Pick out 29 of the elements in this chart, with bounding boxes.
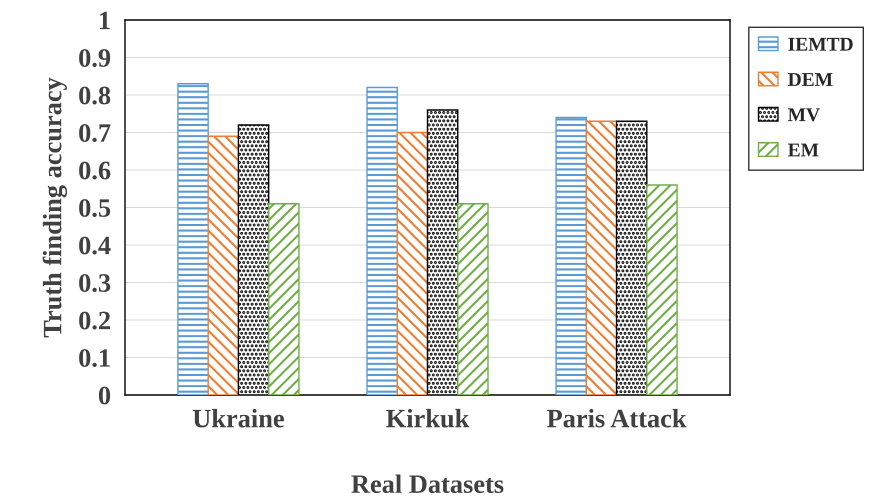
- bar: [268, 203, 300, 395]
- bar: [457, 203, 489, 395]
- y-tick-label: 0.2: [79, 312, 110, 330]
- y-tick-label: 0.6: [79, 162, 110, 180]
- legend-label: EM: [788, 144, 818, 156]
- y-tick-label: 0.3: [79, 274, 110, 292]
- bar: [177, 83, 209, 395]
- bar: [555, 116, 588, 395]
- legend-label: DEM: [788, 73, 832, 86]
- x-tick-label: Ukraine: [192, 408, 284, 428]
- x-tick-label: Paris Attack: [547, 408, 687, 428]
- y-axis-title: Truth finding accuracy: [42, 78, 68, 338]
- y-tick-label: 0.4: [79, 236, 111, 255]
- y-tick-label: 0.7: [79, 124, 110, 142]
- y-tick-label: 0: [98, 386, 110, 404]
- x-axis-title: Real Datasets: [351, 474, 504, 494]
- bar: [646, 184, 678, 395]
- y-tick-label: 1: [100, 12, 110, 30]
- bar: [396, 132, 428, 395]
- bar: [366, 86, 398, 395]
- legend-label: MV: [788, 108, 820, 122]
- y-tick-label: 0.8: [79, 86, 110, 105]
- y-tick-label: 0.9: [79, 49, 110, 68]
- bar: [586, 120, 618, 395]
- y-tick-label: 0.1: [79, 349, 110, 368]
- y-tick-label: 0.5: [79, 199, 110, 218]
- x-tick-label: Kirkuk: [386, 408, 470, 428]
- legend-label: IEMTD: [788, 38, 853, 51]
- bar: [207, 136, 240, 395]
